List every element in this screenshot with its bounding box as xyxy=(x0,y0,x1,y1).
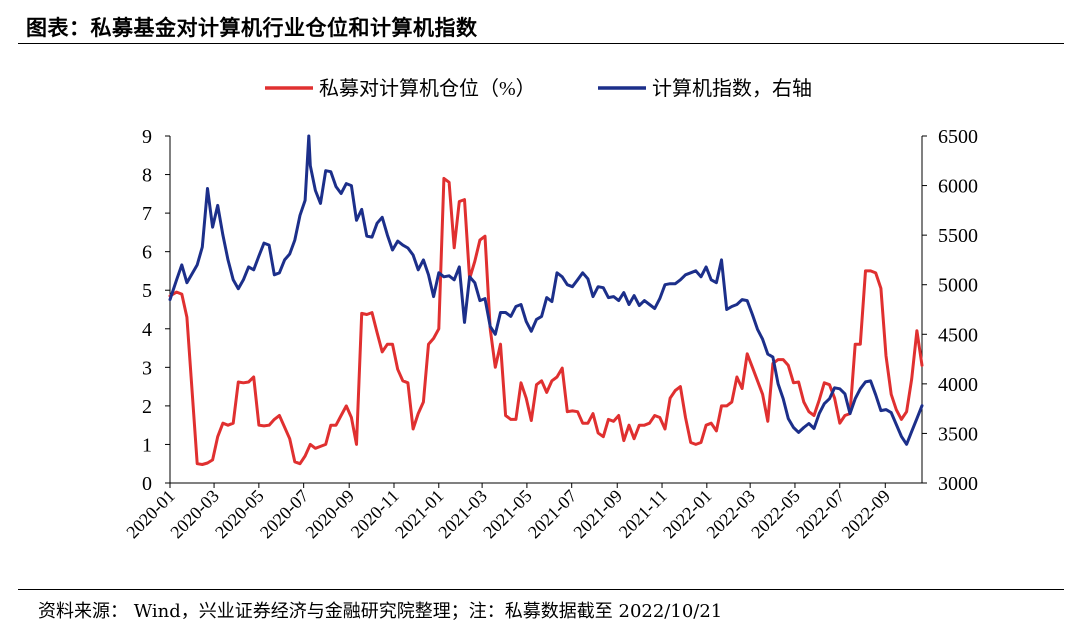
left-y-tick-label: 7 xyxy=(142,203,152,225)
chart-axes: 0 1 2 3 4 5 6 7 8 9 3000 3500 4000 4500 5000 5500 6000 65… xyxy=(122,126,978,542)
position-series-line xyxy=(168,176,924,466)
chart-title: 图表：私募基金对计算机行业仓位和计算机指数 xyxy=(26,16,478,40)
right-y-tick-label: 6000 xyxy=(938,176,978,198)
chart-series xyxy=(168,134,924,466)
source-divider xyxy=(18,589,1064,590)
x-tick-label: 2020-03 xyxy=(166,486,223,543)
x-tick-label: 2020-07 xyxy=(256,486,313,543)
right-y-tick-label: 4500 xyxy=(938,324,978,346)
left-y-tick-label: 6 xyxy=(142,242,152,264)
right-y-tick-label: 5500 xyxy=(938,225,978,247)
left-y-tick-label: 2 xyxy=(142,396,152,418)
x-tick-label: 2022-09 xyxy=(838,486,895,543)
title-divider xyxy=(18,43,1064,44)
right-y-tick-label: 3000 xyxy=(938,473,978,495)
x-tick-label: 2021-07 xyxy=(524,486,581,543)
x-tick-label: 2022-07 xyxy=(792,486,849,543)
right-y-tick-label: 3500 xyxy=(938,423,978,445)
index-series-line xyxy=(168,134,924,446)
x-tick-label: 2022-05 xyxy=(747,486,804,543)
left-y-tick-label: 3 xyxy=(142,357,152,379)
source-note: 资料来源： Wind，兴业证券经济与金融研究院整理；注：私募数据截至 2022/… xyxy=(38,601,723,622)
x-tick-label: 2020-09 xyxy=(301,486,358,543)
right-y-tick-label: 5000 xyxy=(938,275,978,297)
left-y-tick-label: 0 xyxy=(142,473,152,495)
legend-position-label: 私募对计算机仓位（%） xyxy=(319,77,536,100)
left-y-tick-label: 4 xyxy=(142,319,152,341)
x-tick-label: 2022-03 xyxy=(702,486,759,543)
x-tick-label: 2021-09 xyxy=(569,486,626,543)
left-y-tick-label: 9 xyxy=(142,126,152,148)
chart-area: 0 1 2 3 4 5 6 7 8 9 3000 3500 4000 4500 5000 5500 6000 65… xyxy=(122,77,978,542)
x-tick-label: 2021-11 xyxy=(615,486,671,542)
left-y-tick-label: 5 xyxy=(142,280,152,302)
chart-legend: 私募对计算机仓位（%） 计算机指数，右轴 xyxy=(265,77,812,100)
left-y-tick-label: 1 xyxy=(142,434,152,456)
x-tick-label: 2021-03 xyxy=(434,486,491,543)
legend-index-label: 计算机指数，右轴 xyxy=(652,77,812,100)
x-tick-label: 2020-11 xyxy=(347,486,403,542)
x-tick-label: 2020-05 xyxy=(211,486,268,543)
x-tick-label: 2021-05 xyxy=(479,486,536,543)
right-y-tick-label: 6500 xyxy=(938,126,978,148)
right-y-tick-label: 4000 xyxy=(938,374,978,396)
left-y-tick-label: 8 xyxy=(142,165,152,187)
